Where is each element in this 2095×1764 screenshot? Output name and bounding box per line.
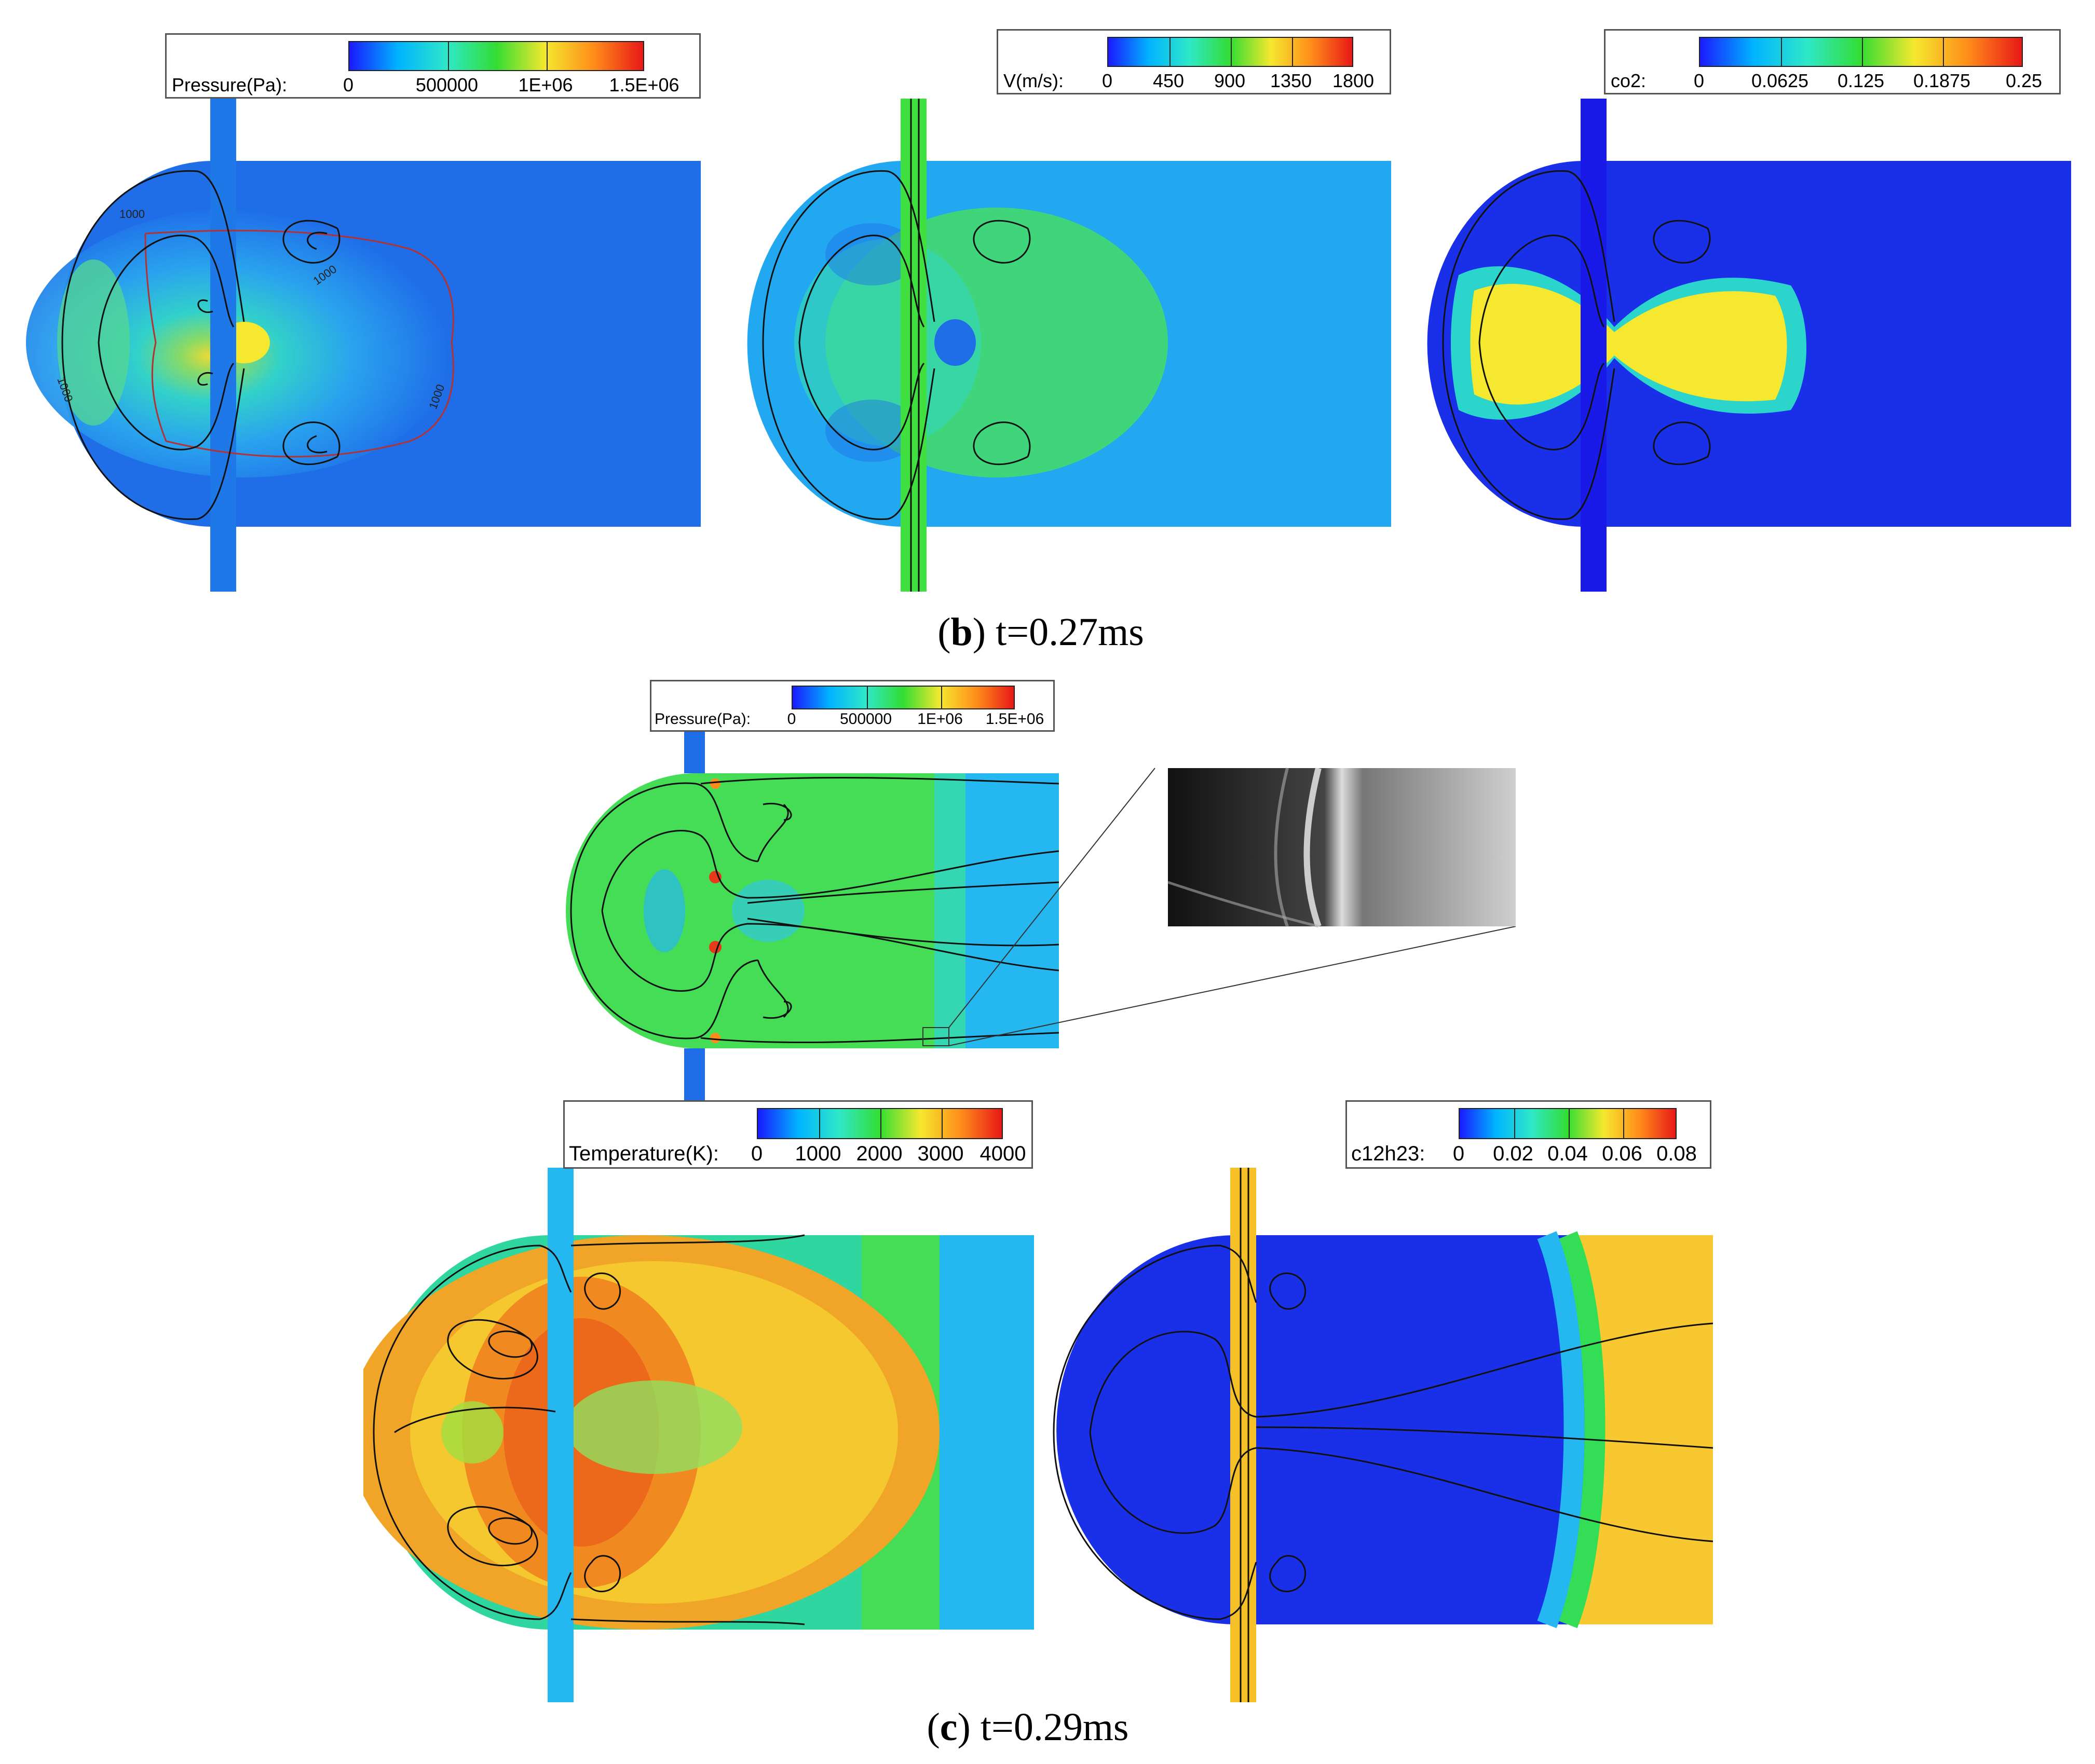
- legend-tick: 0.0625: [1751, 70, 1809, 91]
- panel-b-velocity: [716, 99, 1402, 597]
- contour-label: 1000: [119, 208, 145, 221]
- legend-b-pressure: Pressure(Pa): 0 500000 1E+06 1.5E+06: [165, 33, 701, 99]
- pressure-field-b: 1000 1000 1000 1000: [26, 99, 701, 592]
- legend-tick: 0: [751, 1142, 763, 1165]
- c12h23-field-c: [1053, 1168, 1713, 1702]
- legend-tick: 1E+06: [917, 710, 963, 728]
- legend-c-temperature: Temperature(K): 0 1000 2000 3000 4000: [563, 1100, 1033, 1169]
- streamlines-c-c12h23: [1053, 1168, 1713, 1702]
- temperature-field-c: [363, 1168, 1034, 1702]
- legend-tick: 4000: [980, 1142, 1026, 1165]
- legend-title: c12h23:: [1351, 1142, 1425, 1165]
- legend-tick: 0.25: [2005, 70, 2043, 91]
- legend-tick: 0.06: [1602, 1142, 1642, 1165]
- legend-title: Temperature(K):: [569, 1142, 719, 1165]
- colorbar: [792, 686, 1015, 709]
- legend-b-velocity: V(m/s): 0 450 900 1350 1800: [997, 29, 1391, 94]
- streamlines-c-temperature: [373, 1234, 805, 1625]
- legend-tick: 900: [1214, 70, 1246, 91]
- streamlines-b-co2: [1442, 170, 1711, 521]
- legend-c-c12h23: c12h23: 0 0.02 0.04 0.06 0.08: [1345, 1100, 1711, 1169]
- legend-tick: 1E+06: [518, 74, 573, 95]
- panel-b-pressure: 1000 1000 1000 1000: [26, 99, 711, 597]
- streamlines-c-pressure: [570, 776, 1059, 1044]
- legend-tick: 2000: [856, 1142, 903, 1165]
- legend-tick: 1000: [795, 1142, 841, 1165]
- co2-field-b: [1427, 99, 2071, 592]
- legend-tick: 0: [1693, 70, 1705, 91]
- legend-tick: 0.08: [1656, 1142, 1697, 1165]
- legend-tick: 0.1875: [1913, 70, 1971, 91]
- legend-tick: 0: [1101, 70, 1113, 91]
- legend-b-co2: co2: 0 0.0625 0.125 0.1875 0.25: [1604, 29, 2061, 94]
- velocity-field-b: [747, 99, 1391, 592]
- caption-time: t=0.29ms: [970, 1705, 1129, 1749]
- legend-tick: 0: [343, 74, 354, 95]
- caption-b: (b) t=0.27ms: [937, 610, 1144, 654]
- caption-letter: c: [940, 1705, 958, 1749]
- colorbar: [757, 1108, 1003, 1139]
- legend-title: V(m/s):: [1003, 70, 1064, 91]
- legend-tick: 3000: [917, 1142, 964, 1165]
- legend-title: Pressure(Pa):: [172, 74, 288, 95]
- zoom-inset: [1168, 768, 1516, 926]
- pressure-field-c: [566, 727, 1516, 1100]
- colorbar: [1107, 37, 1353, 67]
- colorbar: [1459, 1108, 1677, 1139]
- panel-c-temperature: [363, 1168, 1049, 1702]
- caption-letter: b: [950, 610, 973, 654]
- legend-tick: 1.5E+06: [985, 710, 1044, 728]
- colorbar: [1699, 37, 2023, 67]
- panel-c-c12h23: [1049, 1168, 1734, 1702]
- streamlines-b-velocity: [762, 99, 1031, 592]
- legend-title: co2:: [1611, 70, 1647, 91]
- legend-tick: 450: [1152, 70, 1185, 91]
- caption-time: t=0.27ms: [986, 610, 1144, 654]
- colorbar: [348, 41, 644, 71]
- legend-tick: 0: [787, 710, 796, 728]
- legend-tick: 500000: [839, 710, 892, 728]
- panel-c-pressure: [540, 727, 1557, 1100]
- legend-tick: 0: [1452, 1142, 1465, 1165]
- legend-tick: 1.5E+06: [609, 74, 679, 95]
- legend-title: Pressure(Pa):: [655, 710, 751, 728]
- caption-c: (c) t=0.29ms: [927, 1705, 1129, 1749]
- legend-tick: 0.04: [1547, 1142, 1588, 1165]
- legend-tick: 0.125: [1837, 70, 1885, 91]
- legend-tick: 1800: [1332, 70, 1375, 91]
- panel-b-co2: [1396, 99, 2082, 597]
- legend-c-pressure: Pressure(Pa): 0 500000 1E+06 1.5E+06: [650, 680, 1055, 732]
- legend-tick: 1350: [1270, 70, 1312, 91]
- legend-tick: 0.02: [1493, 1142, 1533, 1165]
- legend-tick: 500000: [415, 74, 479, 95]
- streamlines-b-pressure: [61, 170, 341, 521]
